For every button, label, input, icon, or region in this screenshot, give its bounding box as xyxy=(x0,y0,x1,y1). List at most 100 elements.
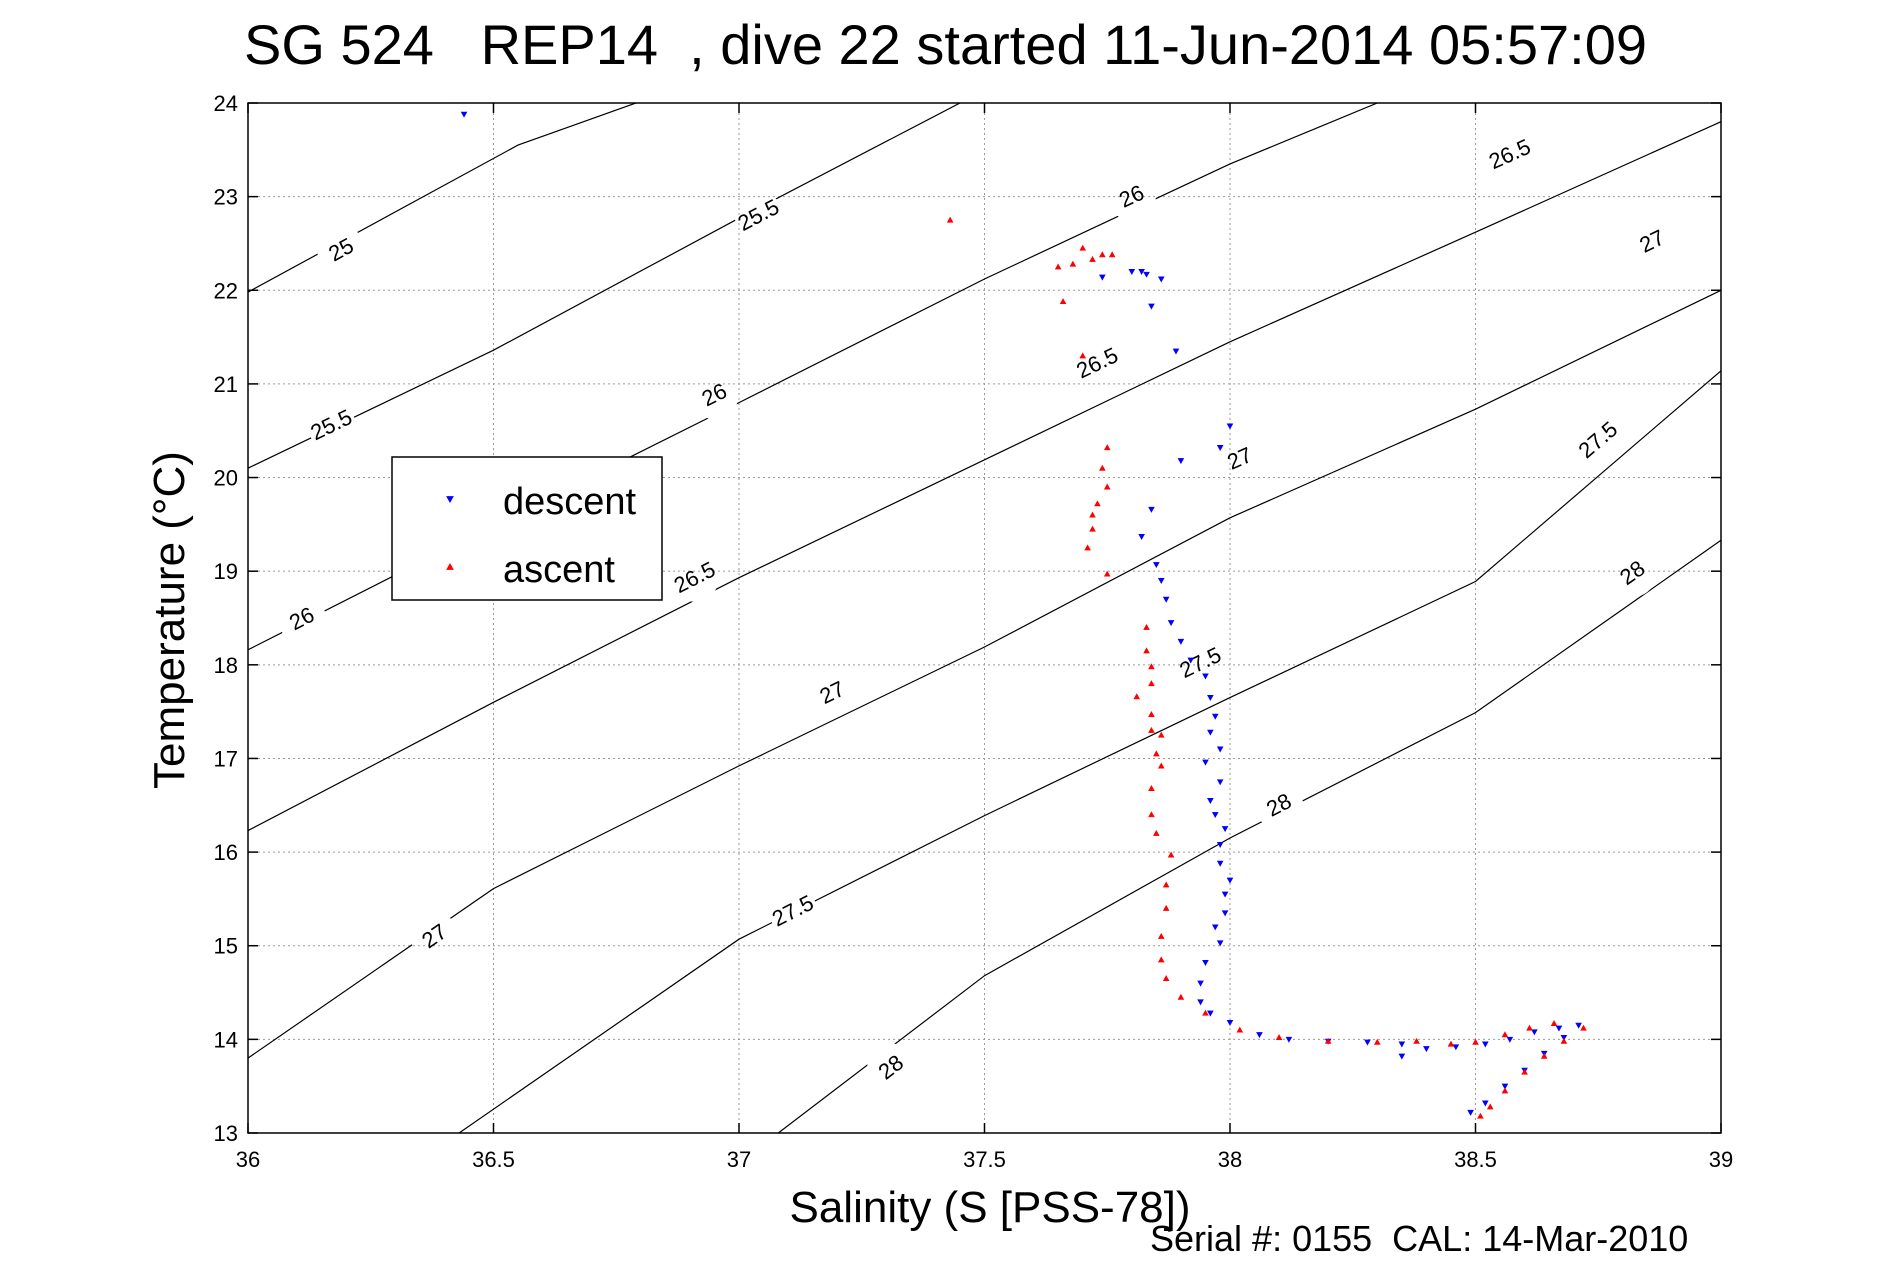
y-tick-label: 14 xyxy=(214,1027,238,1052)
contour-label: 28 xyxy=(1615,555,1649,590)
ascent-point xyxy=(1099,464,1106,471)
ascent-point xyxy=(1054,263,1062,270)
descent-point xyxy=(1099,274,1106,281)
x-tick-label: 39 xyxy=(1709,1147,1733,1172)
grid-lines xyxy=(247,102,1722,1134)
descent-point xyxy=(1226,423,1234,430)
descent-point xyxy=(460,111,468,118)
descent-point xyxy=(1177,638,1185,645)
density-contour-line xyxy=(248,289,1721,1059)
contour-label: 28 xyxy=(1262,788,1295,821)
descent-point xyxy=(1128,269,1136,275)
contour-label: 27.5 xyxy=(1574,416,1623,463)
descent-point xyxy=(1177,458,1185,465)
ascent-point xyxy=(1059,298,1067,305)
descent-point xyxy=(1531,1029,1538,1036)
y-axis-label: Temperature (°C) xyxy=(145,451,194,789)
descent-point xyxy=(1398,1053,1406,1060)
descent-point xyxy=(1221,826,1229,833)
ascent-point xyxy=(1148,711,1155,717)
descent-point xyxy=(1226,1019,1234,1026)
x-tick-label: 37.5 xyxy=(963,1147,1006,1172)
descent-point xyxy=(1216,940,1224,947)
contour-label: 27 xyxy=(1223,442,1256,475)
descent-point xyxy=(1256,1032,1263,1039)
ascent-point xyxy=(1079,244,1087,251)
descent-point xyxy=(1216,746,1224,753)
contour-label: 25 xyxy=(324,233,357,267)
ascent-point xyxy=(1089,511,1096,518)
descent-point xyxy=(1211,812,1219,819)
descent-point xyxy=(1482,1041,1489,1048)
density-contour-line xyxy=(458,370,1721,1133)
ascent-point xyxy=(1472,1038,1479,1045)
contour-label: 28 xyxy=(874,1050,909,1085)
descent-point xyxy=(1364,1039,1371,1046)
descent-point xyxy=(1202,673,1209,680)
ascent-point xyxy=(1447,1040,1455,1047)
ascent-point xyxy=(1162,904,1170,911)
contour-label: 27.5 xyxy=(768,890,817,932)
ascent-point xyxy=(1162,881,1170,888)
descent-point xyxy=(1216,860,1224,867)
ascent-point xyxy=(1526,1024,1533,1031)
x-tick-label: 38 xyxy=(1218,1147,1242,1172)
ascent-point xyxy=(1148,663,1155,670)
density-contour-line xyxy=(248,103,637,293)
ascent-point xyxy=(1148,811,1155,818)
y-tick-label: 21 xyxy=(214,372,238,397)
contour-label: 27 xyxy=(816,676,849,709)
x-axis-label: Salinity (S [PSS-78]) xyxy=(789,1183,1191,1232)
descent-point xyxy=(1153,562,1160,569)
descent-point xyxy=(1501,1083,1509,1090)
descent-point xyxy=(1162,596,1170,603)
descent-point xyxy=(1148,303,1155,310)
ascent-point xyxy=(1157,956,1165,963)
contour-label: 25.5 xyxy=(734,194,784,236)
y-tick-label: 18 xyxy=(214,653,238,678)
ascent-point xyxy=(946,216,954,223)
ascent-point xyxy=(1167,851,1175,858)
contour-label: 27 xyxy=(417,919,451,953)
descent-point xyxy=(1423,1046,1430,1053)
descent-point xyxy=(1167,620,1175,627)
legend-marker-descent xyxy=(446,496,454,504)
ascent-point xyxy=(1477,1112,1484,1119)
ascent-point xyxy=(1275,1034,1283,1041)
ascent-point xyxy=(1133,693,1141,700)
ascent-point xyxy=(1069,260,1077,267)
legend-marker-ascent xyxy=(446,562,454,570)
ascent-point xyxy=(1413,1037,1420,1044)
descent-point xyxy=(1172,348,1180,355)
ascent-point xyxy=(1521,1068,1528,1075)
contour-label: 27 xyxy=(1636,225,1669,258)
descent-point xyxy=(1221,910,1229,917)
ascent-point xyxy=(1103,483,1111,490)
ascent-point xyxy=(1153,829,1160,836)
contour-label: 26.5 xyxy=(1485,134,1534,174)
contour-label: 26 xyxy=(285,602,318,635)
ascent-point xyxy=(1162,975,1170,982)
descent-point xyxy=(1575,1022,1582,1029)
descent-point xyxy=(1467,1109,1474,1116)
x-tick-label: 37 xyxy=(727,1147,751,1172)
ascent-point xyxy=(1099,251,1106,258)
descent-point xyxy=(1202,960,1209,966)
ascent-point xyxy=(1089,255,1096,262)
ascent-point xyxy=(1143,647,1150,654)
descent-point xyxy=(1555,1025,1563,1032)
ascent-point xyxy=(1560,1037,1568,1044)
y-tick-label: 20 xyxy=(214,466,238,491)
y-tick-label: 17 xyxy=(214,746,238,771)
descent-point xyxy=(1216,445,1224,451)
descent-point xyxy=(1138,533,1145,540)
ascent-point xyxy=(1153,750,1160,757)
descent-point xyxy=(1207,1010,1214,1017)
ascent-point xyxy=(1148,726,1155,733)
y-tick-label: 19 xyxy=(214,559,238,584)
legend-box xyxy=(391,456,663,601)
descent-point xyxy=(1506,1036,1514,1043)
descent-point xyxy=(1202,759,1209,766)
y-tick-label: 22 xyxy=(214,278,238,303)
descent-point xyxy=(1398,1041,1406,1048)
